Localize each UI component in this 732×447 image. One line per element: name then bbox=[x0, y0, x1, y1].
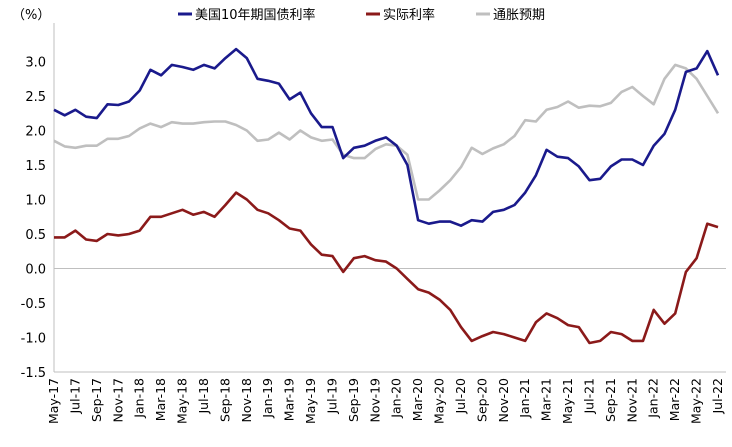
x-tick: Jan-22 bbox=[646, 378, 661, 419]
x-tick: Mar-22 bbox=[667, 378, 682, 421]
x-tick: May-18 bbox=[175, 378, 190, 424]
legend-label-2: 通胀预期 bbox=[493, 8, 545, 23]
x-tick: Mar-18 bbox=[153, 378, 168, 421]
x-tick: Jul-21 bbox=[581, 378, 596, 415]
y-tick-label: -1.5 bbox=[21, 366, 46, 381]
x-tick-label: Sep-17 bbox=[89, 378, 104, 422]
x-tick: Nov-21 bbox=[624, 378, 639, 422]
x-tick-label: Mar-22 bbox=[667, 378, 682, 421]
x-tick-label: Mar-19 bbox=[282, 378, 297, 421]
series-line-0 bbox=[53, 47, 720, 227]
x-tick-label: May-17 bbox=[46, 378, 61, 424]
x-tick: Nov-19 bbox=[367, 378, 382, 423]
x-tick-label: Jan-18 bbox=[132, 378, 147, 419]
x-tick: May-21 bbox=[560, 378, 575, 424]
x-tick-label: Sep-19 bbox=[346, 378, 361, 422]
y-tick-label: -1.0 bbox=[21, 332, 46, 347]
x-tick: Nov-17 bbox=[110, 378, 125, 422]
x-tick: Sep-19 bbox=[346, 378, 361, 422]
x-tick-label: Mar-20 bbox=[410, 378, 425, 421]
x-tick-label: Jul-19 bbox=[324, 378, 339, 415]
x-tick-label: Nov-17 bbox=[110, 378, 125, 422]
x-tick-label: Jan-21 bbox=[517, 378, 532, 419]
x-tick: May-20 bbox=[432, 378, 447, 424]
y-axis: -1.5 -1.0 -0.5 0.0 0.5 1.0 1.5 2.0 2.5 3.0 bbox=[21, 23, 726, 381]
x-tick: May-17 bbox=[46, 378, 61, 424]
x-tick: Mar-19 bbox=[282, 378, 297, 421]
series-line-1 bbox=[54, 191, 719, 345]
x-tick: Nov-18 bbox=[239, 378, 254, 423]
x-tick: Jul-17 bbox=[67, 378, 82, 415]
x-tick: Jul-19 bbox=[324, 378, 339, 415]
x-tick-label: Jan-20 bbox=[389, 378, 404, 419]
y-unit-label: （%） bbox=[12, 8, 50, 23]
y-tick-label: 1.5 bbox=[25, 159, 46, 174]
x-tick: Jan-21 bbox=[517, 378, 532, 419]
x-tick: Sep-20 bbox=[474, 378, 489, 422]
x-tick-label: Nov-21 bbox=[624, 378, 639, 422]
x-tick-label: May-19 bbox=[303, 378, 318, 424]
x-tick-label: Jan-19 bbox=[260, 378, 275, 419]
x-tick-label: Nov-19 bbox=[367, 378, 382, 423]
x-tick: May-19 bbox=[303, 378, 318, 424]
x-tick: Sep-21 bbox=[603, 378, 618, 422]
x-tick-label: Mar-21 bbox=[539, 378, 554, 421]
y-tick-label: 2.5 bbox=[25, 90, 46, 105]
x-tick-label: May-18 bbox=[175, 378, 190, 424]
y-tick-label: 3.0 bbox=[25, 56, 46, 71]
y-tick-label: 0.5 bbox=[25, 228, 46, 243]
x-tick: May-22 bbox=[689, 378, 704, 424]
x-tick-label: Jul-22 bbox=[710, 378, 725, 415]
y-tick-label: 0.0 bbox=[25, 263, 46, 278]
x-tick-label: Sep-21 bbox=[603, 378, 618, 422]
x-tick-label: Mar-18 bbox=[153, 378, 168, 421]
legend: 美国10年期国债利率 实际利率 通胀预期 bbox=[178, 7, 545, 23]
legend-label-1: 实际利率 bbox=[383, 7, 435, 23]
x-tick: Jan-18 bbox=[132, 378, 147, 419]
plot-area bbox=[53, 47, 720, 345]
x-tick-label: Jul-17 bbox=[67, 378, 82, 415]
x-tick-label: Sep-20 bbox=[474, 378, 489, 422]
x-tick: Jul-18 bbox=[196, 378, 211, 415]
x-tick: Sep-18 bbox=[217, 378, 232, 422]
y-tick-label: 2.0 bbox=[25, 125, 46, 140]
x-tick-label: May-22 bbox=[689, 378, 704, 424]
x-tick: Nov-20 bbox=[496, 378, 511, 423]
x-tick: Sep-17 bbox=[89, 378, 104, 422]
x-tick-label: Jul-18 bbox=[196, 378, 211, 415]
x-tick-label: May-20 bbox=[432, 378, 447, 424]
series-line-2 bbox=[53, 63, 720, 201]
x-tick: Jul-20 bbox=[453, 378, 468, 415]
x-tick-label: Nov-18 bbox=[239, 378, 254, 423]
x-tick: Mar-21 bbox=[539, 378, 554, 421]
x-tick-label: Jul-21 bbox=[581, 378, 596, 415]
x-tick-label: Jul-20 bbox=[453, 378, 468, 415]
y-tick-label: 1.0 bbox=[25, 194, 46, 209]
legend-label-0: 美国10年期国债利率 bbox=[195, 7, 316, 23]
x-tick-label: Jan-22 bbox=[646, 378, 661, 419]
y-tick-label: -0.5 bbox=[21, 297, 46, 312]
x-tick-label: Sep-18 bbox=[217, 378, 232, 422]
x-tick: Jan-20 bbox=[389, 378, 404, 419]
x-tick: Mar-20 bbox=[410, 378, 425, 421]
x-axis: May-17 Jul-17 Sep-17 Nov-17 Jan-18 Mar-18 May-… bbox=[46, 371, 726, 424]
x-tick: Jan-19 bbox=[260, 378, 275, 419]
x-tick: Jul-22 bbox=[710, 378, 725, 415]
x-tick-label: Nov-20 bbox=[496, 378, 511, 423]
x-tick-label: May-21 bbox=[560, 378, 575, 424]
